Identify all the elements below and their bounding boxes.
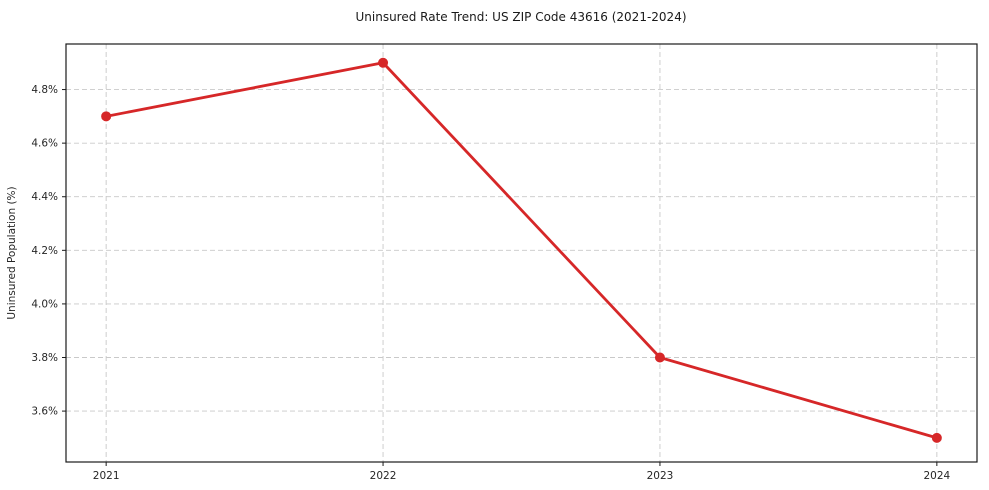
y-tick-label: 4.4%	[31, 191, 58, 203]
data-point-marker	[378, 57, 389, 68]
data-point-marker	[654, 352, 665, 363]
trend-line	[104, 61, 939, 440]
x-tick-label: 2023	[647, 470, 674, 482]
data-point-marker	[931, 432, 942, 443]
x-tick-label: 2022	[370, 470, 397, 482]
x-tick-label: 2021	[93, 470, 120, 482]
plot-frame	[65, 43, 978, 463]
y-tick-label: 3.8%	[31, 352, 58, 364]
y-tick-label: 4.0%	[31, 298, 58, 310]
y-tick-label: 4.6%	[31, 138, 58, 150]
y-tick-label: 4.2%	[31, 245, 58, 257]
chart-title: Uninsured Rate Trend: US ZIP Code 43616 …	[355, 10, 686, 24]
axis-layer: 3.6% 3.8% 4.0% 4.2% 4.4% 4.6% 4.8% 2021 2022 2023…	[31, 43, 978, 482]
y-tick-label: 3.6%	[31, 406, 58, 418]
grid-layer	[66, 44, 977, 462]
x-tick-label: 2024	[923, 470, 950, 482]
data-point-marker	[101, 111, 112, 122]
y-axis-label: Uninsured Population (%)	[6, 186, 18, 319]
y-tick-label: 4.8%	[31, 84, 58, 96]
trend-line-series	[101, 57, 942, 443]
